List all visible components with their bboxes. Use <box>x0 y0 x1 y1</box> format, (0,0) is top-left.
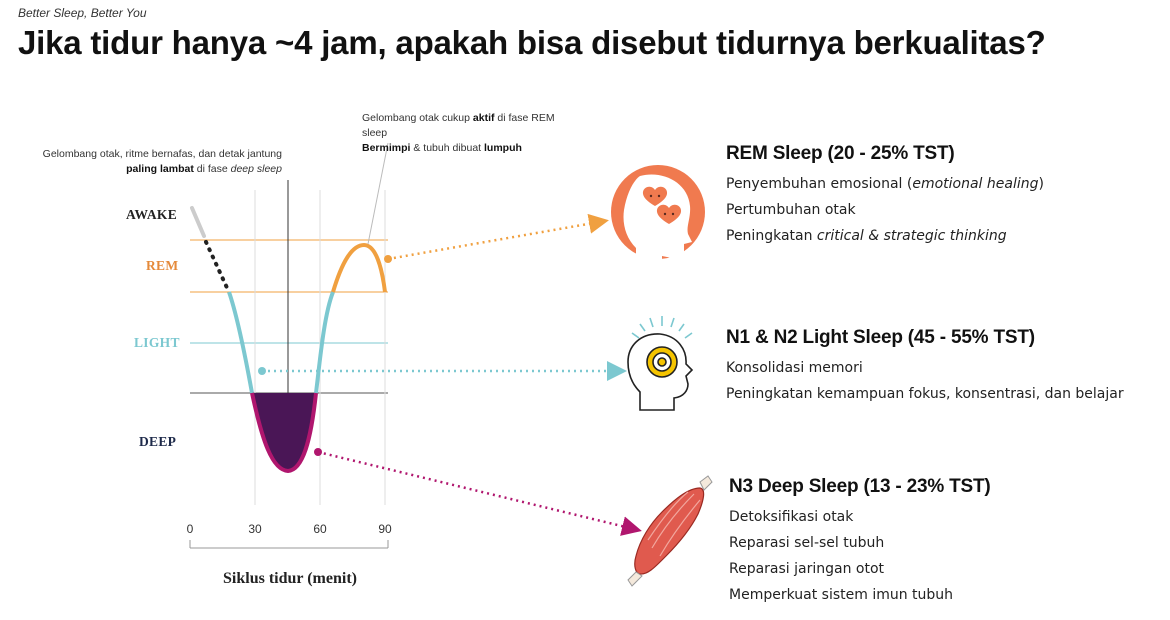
rem-connector <box>387 213 609 261</box>
tick-90: 90 <box>378 522 392 536</box>
x-axis-label: Siklus tidur (menit) <box>223 570 357 587</box>
rem-curve <box>331 242 387 293</box>
stage-label-awake: AWAKE <box>126 207 178 222</box>
awake-dotted <box>204 240 230 292</box>
light-item: Peningkatan kemampuan fokus, konsentrasi… <box>726 386 1124 402</box>
stage-label-deep: DEEP <box>139 434 177 449</box>
light-panel-title: N1 & N2 Light Sleep (45 - 55% TST) <box>726 327 1035 348</box>
light-descent <box>227 291 254 394</box>
light-ascent <box>314 291 335 394</box>
rem-annotation: Gelombang otak cukup aktif di fase REM s… <box>362 112 555 154</box>
deep-item: Reparasi jaringan otot <box>729 561 885 577</box>
awake-segment <box>190 206 206 238</box>
tick-0: 0 <box>186 522 194 536</box>
chart-grid <box>189 180 389 549</box>
deep-item: Memperkuat sistem imun tubuh <box>729 587 954 603</box>
rem-panel: REM Sleep (20 - 25% TST) Penyembuhan emo… <box>726 143 1044 249</box>
deep-connector <box>317 450 642 536</box>
stage-label-light: LIGHT <box>134 335 180 350</box>
tagline: Better Sleep, Better You <box>18 6 147 20</box>
tick-30: 30 <box>248 522 262 536</box>
tick-60: 60 <box>313 522 327 536</box>
page-title: Jika tidur hanya ~4 jam, apakah bisa dis… <box>18 24 1046 61</box>
deep-panel-title: N3 Deep Sleep (13 - 23% TST) <box>729 476 991 497</box>
deep-item: Reparasi sel-sel tubuh <box>729 535 885 551</box>
deep-fill <box>252 393 316 471</box>
head-gear-icon <box>627 316 694 411</box>
rem-item: Pertumbuhan otak <box>726 202 856 218</box>
light-panel: N1 & N2 Light Sleep (45 - 55% TST) Konso… <box>726 327 1124 407</box>
light-item: Konsolidasi memori <box>726 360 863 376</box>
rem-panel-title: REM Sleep (20 - 25% TST) <box>726 143 955 164</box>
deep-curve <box>250 392 318 474</box>
deep-panel: N3 Deep Sleep (13 - 23% TST) Detoksifika… <box>729 476 991 608</box>
deep-item: Detoksifikasi otak <box>729 509 854 525</box>
rem-item: Peningkatan critical & strategic thinkin… <box>726 228 1007 244</box>
stage-label-rem: REM <box>146 258 179 273</box>
muscle-icon <box>627 475 713 587</box>
head-hearts-icon <box>611 165 705 268</box>
rem-item: Penyembuhan emosional (emotional healing… <box>726 176 1044 192</box>
deep-annotation: Gelombang otak, ritme bernafas, dan deta… <box>42 148 282 175</box>
